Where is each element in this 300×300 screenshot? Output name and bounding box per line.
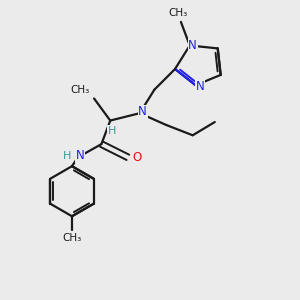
Text: N: N — [188, 39, 197, 52]
Text: O: O — [132, 151, 141, 164]
Text: CH₃: CH₃ — [62, 233, 82, 243]
Text: H: H — [63, 151, 72, 161]
Text: N: N — [76, 149, 85, 162]
Text: H: H — [107, 126, 116, 136]
Text: CH₃: CH₃ — [70, 85, 90, 94]
Text: CH₃: CH₃ — [168, 8, 188, 18]
Text: N: N — [196, 80, 204, 93]
Text: N: N — [138, 105, 147, 118]
